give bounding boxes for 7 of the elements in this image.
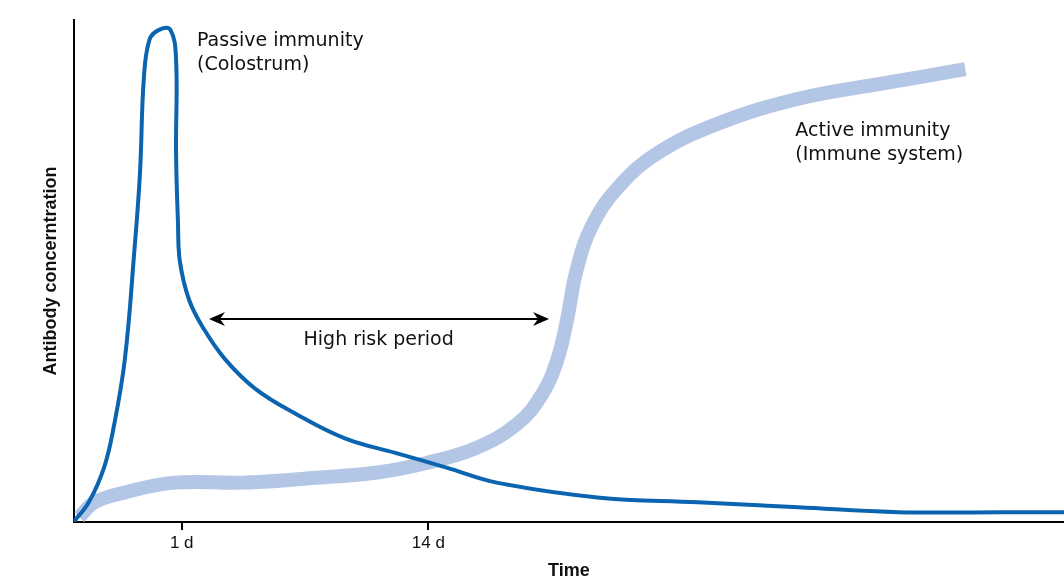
series-label: Active immunity (Immune system) bbox=[795, 117, 964, 164]
x-tick-label: 14 d bbox=[411, 532, 445, 552]
x-axis-title: Time bbox=[547, 560, 590, 581]
x-tick-label: 1 d bbox=[169, 532, 194, 552]
series-label: Passive immunity (Colostrum) bbox=[196, 28, 364, 75]
annotation: High risk period bbox=[303, 327, 454, 350]
y-axis-title: Antibody concerntration bbox=[39, 166, 60, 376]
